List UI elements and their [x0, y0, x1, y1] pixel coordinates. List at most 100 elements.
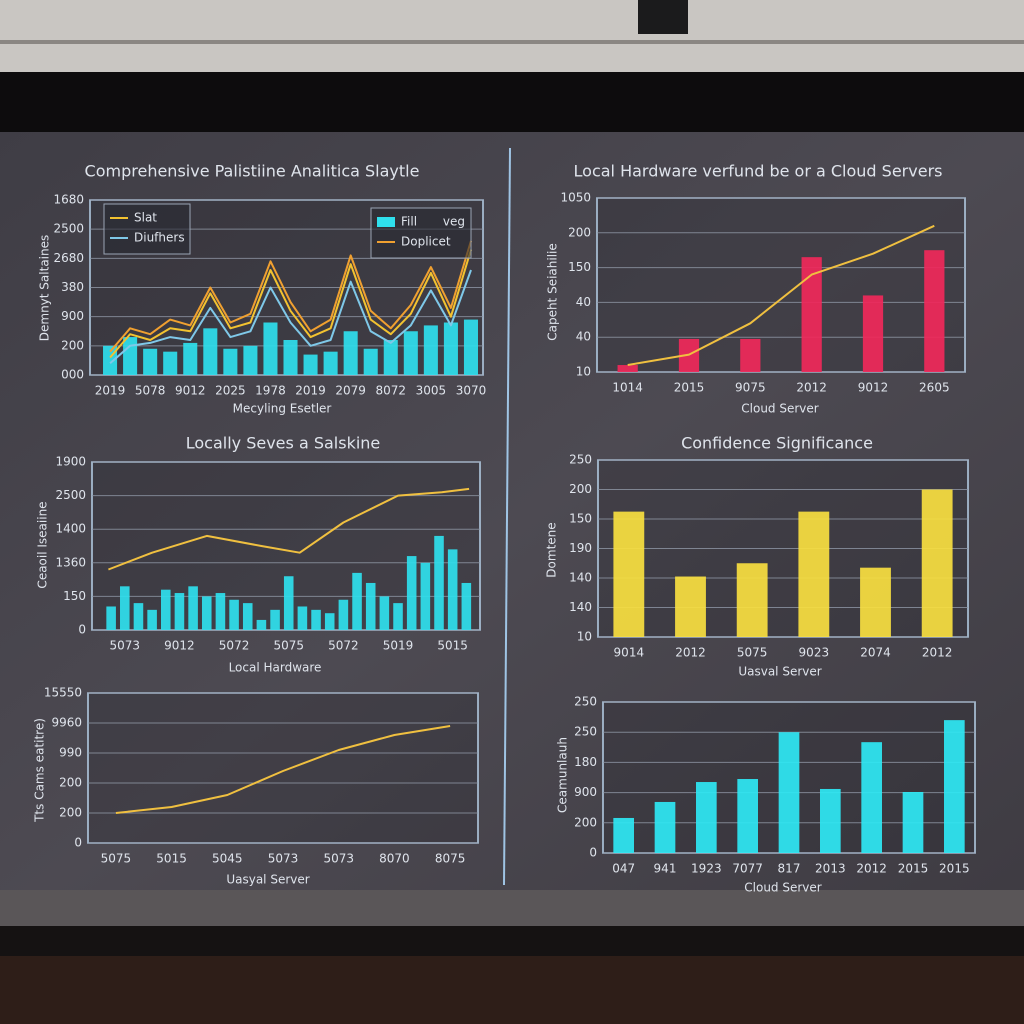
- x-tick-label: 8072: [375, 384, 406, 398]
- x-tick-label: 5073: [323, 852, 354, 866]
- x-tick-label: 2015: [898, 862, 929, 876]
- x-axis-label: Cloud Server: [741, 402, 819, 416]
- bar: [160, 589, 171, 630]
- chart-title: Confidence Significance: [681, 434, 873, 453]
- bar: [737, 779, 758, 853]
- plot-area: [87, 692, 479, 844]
- x-tick-label: 5075: [101, 852, 132, 866]
- line: [115, 725, 451, 814]
- x-tick-label: 5073: [110, 639, 141, 653]
- bar: [798, 511, 830, 637]
- x-axis-label: Mecyling Esetler: [233, 402, 332, 416]
- line: [109, 240, 472, 353]
- y-axis-label: Tts Cams eatitre): [33, 718, 47, 823]
- x-tick-label: 2019: [95, 384, 126, 398]
- x-tick-label: 8070: [379, 852, 410, 866]
- bar: [242, 603, 253, 630]
- bar: [365, 582, 376, 630]
- x-tick-label: 5015: [156, 852, 187, 866]
- bar: [243, 345, 258, 375]
- bar: [311, 609, 321, 630]
- bar: [103, 345, 118, 375]
- x-tick-label: 2013: [815, 862, 846, 876]
- y-tick-label: 1680: [53, 193, 84, 207]
- bar: [617, 365, 638, 372]
- bar: [343, 331, 358, 375]
- bar: [801, 257, 822, 372]
- x-tick-label: 9012: [175, 384, 206, 398]
- legend-label: Fill: [401, 215, 417, 229]
- bar: [106, 606, 116, 630]
- screen-top-band: [0, 72, 1024, 132]
- x-tick-label: 9012: [858, 381, 889, 395]
- bar: [613, 511, 645, 637]
- divider: [503, 147, 511, 886]
- y-tick-label: 140: [569, 571, 592, 585]
- bar: [403, 331, 418, 375]
- x-tick-label: 5075: [737, 646, 768, 660]
- y-tick-label: 1900: [55, 455, 86, 469]
- x-tick-label: 7077: [732, 862, 763, 876]
- y-tick-label: 900: [574, 785, 597, 799]
- x-tick-label: 3005: [416, 384, 447, 398]
- y-tick-label: 40: [576, 295, 591, 309]
- bar: [229, 599, 239, 630]
- screen: [0, 132, 1024, 922]
- y-tick-label: 9960: [51, 716, 82, 730]
- x-axis-label: Uasval Server: [738, 665, 821, 679]
- x-tick-label: 5045: [212, 852, 243, 866]
- bar: [924, 250, 945, 372]
- x-tick-label: 2012: [922, 646, 953, 660]
- y-tick-label: 140: [569, 600, 592, 614]
- bar: [420, 562, 431, 630]
- bar: [203, 328, 218, 375]
- x-tick-label: 9012: [164, 639, 195, 653]
- x-tick-label: 2605: [919, 381, 950, 395]
- y-axis-label: Ceamunlauh: [556, 737, 570, 813]
- x-tick-label: 1923: [691, 862, 722, 876]
- y-tick-label: 150: [568, 260, 591, 274]
- y-axis-label: Demnyt Saltaines: [38, 235, 52, 341]
- bar: [323, 351, 338, 375]
- bar: [406, 556, 417, 630]
- y-tick-label: 200: [568, 225, 591, 239]
- y-tick-label: 0: [589, 846, 597, 860]
- bar: [740, 338, 761, 372]
- bar: [383, 340, 398, 375]
- line: [108, 487, 470, 571]
- x-axis-label: Cloud Server: [744, 881, 822, 895]
- y-tick-label: 250: [569, 453, 592, 467]
- y-tick-label: 250: [574, 695, 597, 709]
- bar: [861, 742, 882, 853]
- bar: [423, 325, 438, 375]
- bar: [133, 603, 144, 630]
- y-axis-label: Capeht Seiahilie: [546, 243, 560, 341]
- bar: [270, 609, 280, 630]
- x-tick-label: 817: [778, 862, 801, 876]
- bar: [434, 535, 444, 630]
- line: [627, 224, 935, 366]
- x-tick-label: 941: [654, 862, 677, 876]
- bar: [921, 489, 953, 637]
- legend-box: [370, 207, 472, 259]
- bar: [393, 603, 403, 630]
- y-tick-label: 200: [574, 815, 597, 829]
- y-tick-label: 380: [61, 280, 84, 294]
- legend-box: [103, 203, 191, 255]
- bar: [183, 342, 198, 375]
- screen-frame: [0, 926, 1024, 956]
- x-tick-label: 2074: [860, 646, 891, 660]
- bar: [613, 817, 634, 853]
- line: [109, 269, 472, 365]
- y-tick-label: 150: [63, 589, 86, 603]
- bar: [143, 348, 158, 375]
- line: [109, 249, 472, 359]
- x-tick-label: 5019: [383, 639, 414, 653]
- chart-title: Local Hardware verfund be or a Cloud Ser…: [574, 162, 943, 181]
- bar: [902, 791, 924, 853]
- bar: [123, 337, 138, 375]
- y-tick-label: 250: [574, 725, 597, 739]
- y-tick-label: 200: [569, 482, 592, 496]
- x-tick-label: 8075: [435, 852, 466, 866]
